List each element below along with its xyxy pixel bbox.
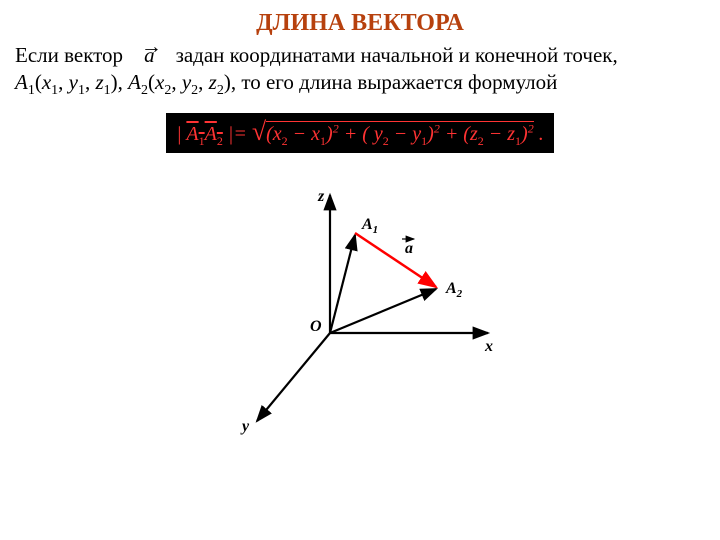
a2-label: A2 (445, 280, 463, 300)
intro-part2: задан координатами начальной и конечной … (176, 43, 618, 67)
y-axis (257, 333, 330, 421)
vector-o-a2 (330, 289, 436, 333)
formula-period: . (534, 123, 544, 145)
page-title: ДЛИНА ВЕКТОРА (15, 10, 705, 37)
vector-a1-a2 (355, 233, 436, 287)
formula-lhs: | A1A2 |= (176, 123, 252, 145)
formula-rhs: (x2 − x1)2 + ( y2 − y1)2 + (z2 − z1)2 (266, 121, 534, 145)
formula-box: | A1A2 |= √(x2 − x1)2 + ( y2 − y1)2 + (z… (166, 113, 553, 153)
vector-a-symbol: →a (139, 43, 160, 67)
a1-label: A1 (361, 216, 378, 236)
intro-part1: Если вектор (15, 43, 123, 67)
intro-points: A1(x1, y1, z1), A2(x2, y2, z2), то его д… (15, 70, 557, 94)
vector-a-label: a (405, 240, 413, 257)
y-axis-label: y (240, 418, 250, 435)
coordinate-diagram: z x y O A1 A2 a (210, 173, 510, 453)
formula-container: | A1A2 |= √(x2 − x1)2 + ( y2 − y1)2 + (z… (15, 113, 705, 153)
vector-o-a1 (330, 235, 355, 333)
intro-text: Если вектор →a задан координатами началь… (15, 42, 705, 101)
z-axis-label: z (317, 188, 325, 205)
origin-label: O (310, 318, 322, 335)
x-axis-label: x (484, 338, 493, 355)
sqrt-symbol: √ (252, 117, 266, 146)
